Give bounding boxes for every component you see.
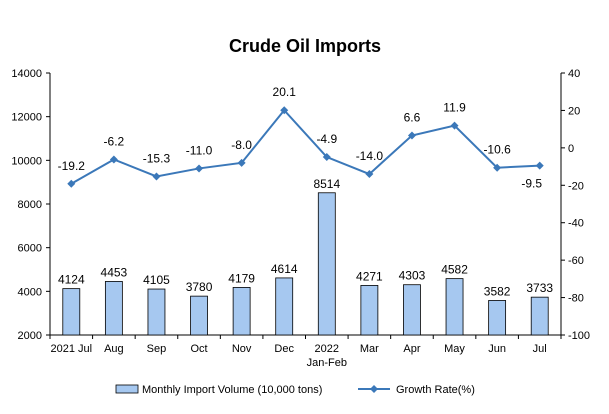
x-tick-label: Sep [147,343,167,355]
legend-bar-label: Monthly Import Volume (10,000 tons) [142,384,322,396]
left-tick-label: 2000 [18,330,42,342]
growth-rate-line [70,108,540,185]
legend: Monthly Import Volume (10,000 tons) Grow… [115,384,475,396]
bar [147,288,166,336]
right-tick-label: -20 [568,180,584,192]
bar-value-label: 3780 [186,280,213,294]
growth-value-label: 6.6 [404,111,421,125]
growth-value-label: -10.6 [483,143,511,157]
growth-point-marker [152,172,161,181]
legend-line-marker [370,385,378,393]
growth-value-label: -8.0 [231,138,252,152]
bar-value-label: 4105 [143,273,170,287]
x-tick-label: Aug [104,343,124,355]
growth-value-label: -9.5 [521,177,542,191]
x-tick-label: Jul [533,343,547,355]
bar [104,281,123,336]
growth-point-marker [365,170,374,179]
x-tick-sublabel: Jan-Feb [307,357,347,369]
legend-line-label: Growth Rate(%) [396,384,475,396]
left-tick-label: 10000 [11,155,42,167]
growth-point-marker [67,179,76,188]
growth-point-marker [195,164,204,173]
x-tick-label: 2022 [315,343,339,355]
growth-point-marker [493,163,502,172]
bar [403,284,421,336]
x-tick-label: 2021 Jul [50,343,92,355]
growth-value-label: -6.2 [104,134,125,148]
left-tick-label: 14000 [11,68,42,80]
axes-layer: 2000 4000 6000 8000 10000 12000 14000 -100 -80 -6… [11,68,590,369]
bar [275,277,294,336]
left-tick-label: 4000 [18,286,42,298]
bar [317,192,336,336]
bar [232,287,251,336]
left-tick-label: 6000 [18,243,42,255]
right-tick-label: -60 [568,255,584,267]
bar-value-label: 4614 [271,262,298,276]
growth-value-label: -4.9 [316,132,337,146]
line-layer [67,106,544,188]
growth-point-marker [237,158,246,167]
bars-layer [62,192,549,336]
x-tick-label: Apr [403,343,420,355]
growth-point-marker [450,121,459,130]
bar [488,300,507,336]
bar-value-label: 3582 [484,284,511,298]
bar-value-label: 4124 [58,273,85,287]
legend-bar-swatch [115,384,139,394]
growth-point-marker [535,161,544,170]
x-tick-label: Jun [488,343,506,355]
bar [62,288,81,336]
right-tick-label: 40 [568,68,580,80]
bar [530,296,549,336]
bar-value-label: 3733 [526,281,553,295]
x-tick-label: Mar [360,343,379,355]
x-tick-label: Dec [274,343,294,355]
data-labels-layer: 4124 4453 4105 3780 4179 4614 8514 4271 4303 4582… [58,85,554,298]
bar-value-label: 4303 [399,269,426,283]
growth-value-label: -14.0 [356,149,384,163]
x-tick-label: May [444,343,465,355]
bar-value-label: 4453 [101,265,128,279]
bar-value-label: 4271 [356,269,383,283]
chart-title: Crude Oil Imports [229,36,381,56]
right-tick-label: -80 [568,293,584,305]
bar-value-label: 8514 [313,177,340,191]
growth-value-label: -15.3 [143,151,171,165]
left-tick-label: 8000 [18,199,42,211]
bar-value-label: 4582 [441,263,468,277]
bar [445,278,464,336]
growth-point-marker [280,106,289,115]
x-tick-label: Nov [232,343,252,355]
growth-point-marker [322,153,331,162]
right-tick-label: 20 [568,105,580,117]
growth-value-label: 20.1 [273,85,297,99]
x-tick-label: Oct [190,343,207,355]
right-tick-label: -40 [568,218,584,230]
growth-value-label: -11.0 [186,143,213,157]
right-tick-label: -100 [568,330,590,342]
right-tick-label: 0 [568,143,574,155]
bar [190,295,208,336]
growth-point-marker [407,131,416,140]
growth-value-label: -19.2 [58,159,86,173]
bar-value-label: 4179 [228,271,255,285]
growth-point-marker [109,155,118,164]
growth-value-label: 11.9 [443,101,466,115]
left-tick-label: 12000 [11,112,42,124]
bar [360,285,379,336]
